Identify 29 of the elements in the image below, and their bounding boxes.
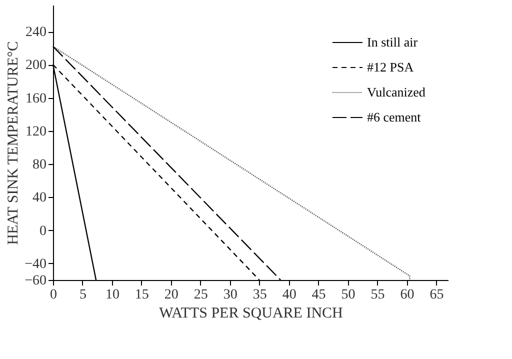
x-tick-label: 55 [370,288,385,302]
x-tick-label: 50 [341,288,356,302]
x-tick-label: 35 [252,288,267,302]
y-tick-label: −60 [24,274,46,288]
legend-label: In still air [367,34,418,50]
x-tick-label: 10 [105,288,120,302]
x-tick-label: 45 [312,288,326,302]
x-tick-label: 20 [164,288,178,302]
y-tick-label: 200 [26,58,46,74]
legend-label: #12 PSA [367,60,414,74]
x-tick-label: 60 [400,288,414,302]
y-tick-label: 240 [26,25,46,40]
x-tick-label: 25 [194,288,208,302]
y-tick-label: 80 [32,158,46,173]
legend-label: #6 cement [367,110,422,124]
x-tick-label: 30 [223,288,238,302]
y-tick-label: 0 [40,224,46,239]
y-tick-label: −40 [24,256,46,272]
y-tick-label: 40 [32,190,46,206]
x-tick-label: 40 [282,288,296,302]
x-tick-label: 65 [430,288,444,302]
y-tick-label: 120 [26,124,46,140]
x-tick-label: 15 [134,288,149,302]
legend-label: Vulcanized [367,84,426,100]
x-tick-label: 5 [79,288,86,302]
x-axis-title: WATTS PER SQUARE INCH [159,306,344,322]
x-tick-label: 0 [50,288,57,302]
y-tick-label: 160 [26,91,46,106]
y-axis-title: HEAT SINK TEMPERATURE°C [6,41,22,245]
